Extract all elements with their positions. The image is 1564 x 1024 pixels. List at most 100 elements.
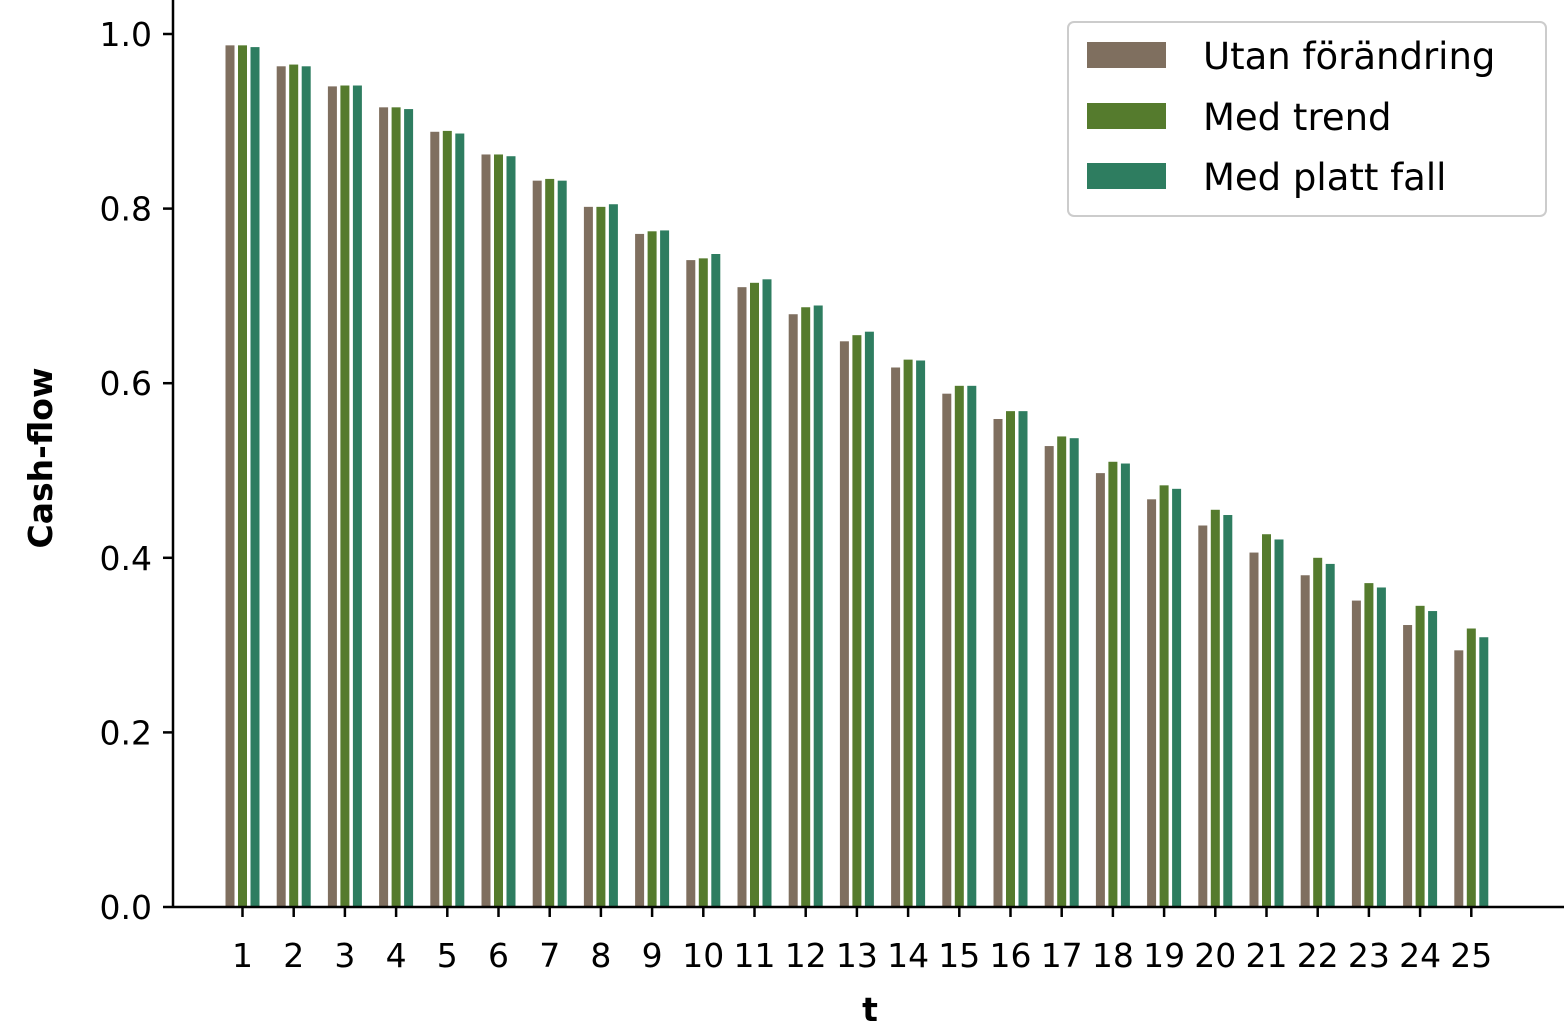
bar-series-1-t-18 (1095, 473, 1105, 907)
legend-swatch-med-platt-fall (1087, 163, 1166, 189)
bar-series-3-t-10 (711, 254, 721, 907)
x-tick-label: 2 (283, 936, 304, 975)
x-tick-label: 17 (1041, 936, 1083, 975)
bar-series-1-t-20 (1198, 525, 1208, 907)
x-axis-label: t (862, 990, 878, 1024)
bar-series-1-t-6 (481, 154, 491, 908)
bar-series-1-t-21 (1249, 552, 1259, 907)
x-tick-label: 23 (1348, 936, 1390, 975)
bar-series-3-t-25 (1479, 637, 1489, 907)
y-tick-label: 0.2 (100, 713, 152, 752)
bar-series-2-t-17 (1057, 436, 1067, 907)
bar-series-3-t-20 (1223, 515, 1233, 907)
legend-frame (1067, 21, 1547, 217)
bar-series-3-t-24 (1428, 611, 1438, 907)
bar-series-2-t-4 (391, 107, 401, 907)
bar-series-3-t-11 (762, 279, 772, 907)
bar-series-1-t-12 (788, 314, 798, 908)
bar-series-1-t-2 (276, 66, 286, 908)
bar-series-2-t-8 (596, 206, 606, 908)
bar-series-3-t-1 (250, 47, 260, 908)
bar-series-3-t-19 (1172, 488, 1182, 907)
bar-series-3-t-22 (1325, 563, 1335, 907)
bar-series-2-t-20 (1210, 509, 1220, 907)
bar-series-2-t-18 (1108, 461, 1118, 907)
bar-series-3-t-14 (916, 360, 926, 907)
bar-series-2-t-3 (340, 85, 350, 907)
bar-series-2-t-19 (1159, 485, 1169, 907)
x-tick-label: 3 (334, 936, 355, 975)
bar-series-1-t-5 (430, 131, 440, 907)
x-axis-ticks: 1 2 3 4 5 6 7 8 9 10 11 12 13 14 15 16 17 18 19 20 21 22 23 24 2… (232, 907, 1492, 975)
x-tick-label: 20 (1194, 936, 1236, 975)
bar-series-1-t-3 (327, 86, 337, 907)
bars-group (225, 45, 1489, 908)
bar-series-3-t-12 (813, 305, 823, 907)
bar-series-3-t-3 (352, 85, 362, 907)
bar-series-3-t-23 (1376, 587, 1386, 907)
bar-series-3-t-13 (864, 331, 874, 907)
y-tick-label: 0.4 (100, 539, 152, 578)
legend-label-med-platt-fall: Med platt fall (1203, 156, 1446, 199)
bar-series-2-t-24 (1415, 605, 1425, 907)
legend-label-utan-forandring: Utan förändring (1203, 35, 1495, 78)
bar-series-3-t-7 (557, 180, 567, 907)
bar-series-3-t-6 (506, 156, 516, 908)
bar-series-3-t-21 (1274, 539, 1284, 907)
x-tick-label: 13 (836, 936, 878, 975)
bar-series-2-t-25 (1466, 628, 1476, 907)
x-tick-label: 21 (1246, 936, 1288, 975)
x-tick-label: 9 (642, 936, 663, 975)
x-tick-label: 14 (887, 936, 929, 975)
bar-series-2-t-13 (852, 335, 862, 907)
bar-series-1-t-22 (1300, 575, 1310, 907)
legend: Utan förändring Med trend Med platt fall (1067, 21, 1547, 217)
bar-series-3-t-17 (1069, 438, 1079, 907)
legend-swatch-utan-forandring (1087, 42, 1166, 68)
x-tick-label: 8 (590, 936, 611, 975)
bar-series-2-t-6 (494, 154, 503, 908)
bar-series-3-t-5 (455, 133, 465, 907)
bar-series-2-t-14 (903, 359, 913, 907)
y-tick-label: 1.0 (100, 15, 152, 54)
bar-series-2-t-22 (1313, 557, 1323, 907)
bar-series-1-t-24 (1403, 625, 1413, 907)
bar-series-3-t-8 (608, 204, 618, 908)
bar-series-2-t-2 (289, 64, 299, 907)
bar-series-3-t-2 (301, 66, 311, 908)
legend-label-med-trend: Med trend (1203, 96, 1392, 139)
bar-series-2-t-12 (801, 307, 811, 907)
bar-series-1-t-14 (891, 367, 901, 907)
x-tick-label: 5 (437, 936, 458, 975)
bar-series-3-t-16 (1018, 411, 1028, 907)
y-axis-ticks: 0.0 0.2 0.4 0.6 0.8 1.0 (100, 15, 173, 927)
bar-series-1-t-11 (737, 287, 747, 907)
legend-swatch-med-trend (1087, 103, 1166, 129)
bar-series-2-t-5 (442, 130, 452, 907)
bar-series-3-t-15 (967, 385, 977, 907)
bar-series-1-t-23 (1351, 600, 1361, 907)
x-tick-label: 25 (1450, 936, 1492, 975)
bar-series-2-t-9 (647, 231, 657, 908)
bar-series-1-t-17 (1044, 446, 1054, 907)
x-tick-label: 1 (232, 936, 253, 975)
x-tick-label: 15 (938, 936, 980, 975)
y-tick-label: 0.0 (100, 888, 152, 927)
x-tick-label: 4 (386, 936, 407, 975)
bar-series-1-t-9 (635, 233, 645, 908)
x-tick-label: 10 (682, 936, 724, 975)
x-tick-label: 19 (1143, 936, 1185, 975)
bar-series-1-t-1 (225, 45, 235, 908)
x-tick-label: 7 (539, 936, 560, 975)
bar-series-2-t-10 (698, 258, 708, 907)
bar-series-1-t-13 (839, 341, 849, 907)
bar-series-2-t-7 (545, 178, 555, 908)
y-tick-label: 0.8 (100, 190, 152, 229)
bar-series-2-t-1 (238, 45, 247, 908)
bar-series-2-t-16 (1006, 411, 1015, 907)
bar-series-1-t-10 (686, 260, 696, 907)
bar-series-1-t-19 (1147, 499, 1157, 907)
x-tick-label: 16 (990, 936, 1032, 975)
x-tick-label: 22 (1297, 936, 1339, 975)
